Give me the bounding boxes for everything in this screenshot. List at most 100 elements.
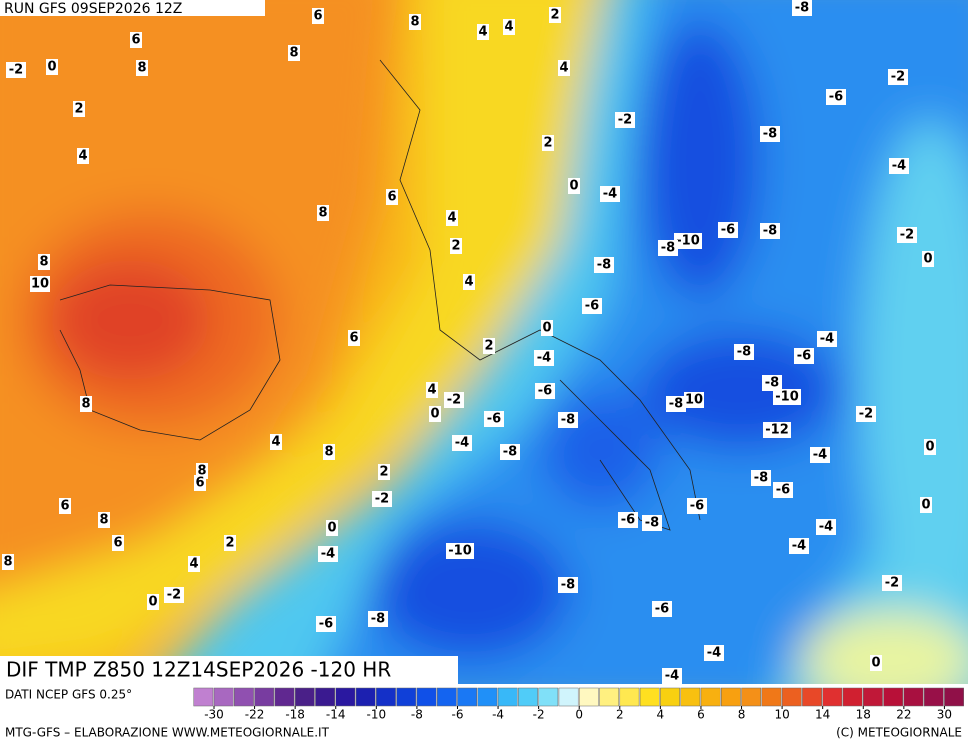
- label-bg: [2, 554, 14, 570]
- label-bg: [452, 435, 472, 451]
- contour-label: 4: [271, 435, 280, 450]
- label-bg: [59, 498, 71, 514]
- legend-swatch: [477, 687, 498, 707]
- label-bg: [856, 406, 876, 422]
- label-bg: [760, 223, 780, 239]
- contour-label: 0: [148, 595, 157, 610]
- contour-label: 0: [542, 321, 551, 336]
- contour-label: 2: [484, 339, 493, 354]
- label-bg: [503, 19, 515, 35]
- label-bg: [484, 411, 504, 427]
- legend-tick-label: -4: [492, 708, 504, 722]
- label-bg: [483, 338, 495, 354]
- legend-tick-label: 6: [697, 708, 705, 722]
- label-bg: [500, 444, 520, 460]
- contour-label: 0: [923, 252, 932, 267]
- copyright-label: (C) METEOGIORNALE: [836, 726, 962, 740]
- contour-label: 6: [113, 536, 122, 551]
- label-bg: [77, 148, 89, 164]
- legend-swatch: [944, 687, 964, 707]
- contour-label: -8: [561, 413, 575, 428]
- label-bg: [38, 254, 50, 270]
- label-bg: [541, 320, 553, 336]
- label-bg: [789, 538, 809, 554]
- contour-label: -6: [690, 499, 704, 514]
- legend-swatch: [761, 687, 782, 707]
- legend-swatch: [436, 687, 457, 707]
- label-bg: [718, 222, 738, 238]
- contour-label: 2: [379, 465, 388, 480]
- label-bg: [674, 233, 702, 249]
- title-box: [0, 656, 458, 684]
- legend-swatch: [355, 687, 376, 707]
- label-bg: [446, 543, 474, 559]
- label-bg: [600, 186, 620, 202]
- legend-swatch: [903, 687, 924, 707]
- label-bg: [888, 69, 908, 85]
- legend-tick-label: 30: [937, 708, 952, 722]
- label-bg: [662, 668, 682, 684]
- contour-label: -8: [795, 1, 809, 16]
- label-bg: [429, 406, 441, 422]
- contour-label: -8: [561, 578, 575, 593]
- label-bg: [652, 601, 672, 617]
- legend-swatch: [234, 687, 254, 707]
- contour-label: -6: [538, 384, 552, 399]
- legend-tick-label: -14: [326, 708, 346, 722]
- contour-label: -6: [776, 483, 790, 498]
- legend-swatch: [842, 687, 863, 707]
- contour-label: -12: [765, 423, 789, 438]
- label-bg: [582, 298, 602, 314]
- contour-label: 4: [559, 61, 568, 76]
- contour-label: -8: [597, 258, 611, 273]
- legend-swatch: [741, 687, 762, 707]
- contour-label: 8: [39, 255, 48, 270]
- contour-label: -10: [775, 390, 799, 405]
- contour-label: 6: [131, 33, 140, 48]
- contour-label: -6: [829, 90, 843, 105]
- contour-label: -2: [900, 228, 914, 243]
- contour-label: -4: [813, 448, 827, 463]
- contour-label: -8: [371, 612, 385, 627]
- contour-label: 10: [685, 393, 703, 408]
- label-bg: [870, 655, 882, 671]
- color-legend: -30 -22 -18 -14 -10 -8 -6 -4 -2 0 2 4 6 8 10 14 18 22 30: [193, 687, 964, 722]
- legend-swatch: [660, 687, 680, 707]
- contour-label: -6: [585, 299, 599, 314]
- label-bg: [316, 616, 336, 632]
- label-bg: [704, 645, 724, 661]
- contour-label: -6: [487, 412, 501, 427]
- label-bg: [666, 396, 686, 412]
- label-bg: [98, 512, 110, 528]
- label-bg: [924, 439, 936, 455]
- contour-label: 6: [387, 190, 396, 205]
- contour-label: -8: [669, 397, 683, 412]
- legend-swatch: [720, 687, 741, 707]
- contour-label: 0: [925, 440, 934, 455]
- legend-swatch: [822, 687, 843, 707]
- label-bg: [30, 276, 50, 292]
- contour-label: 10: [31, 277, 49, 292]
- label-bg: [188, 556, 200, 572]
- contour-label: 4: [504, 20, 513, 35]
- temperature-field: [0, 0, 968, 684]
- label-bg: [794, 348, 814, 364]
- contour-label: -2: [885, 576, 899, 591]
- contour-label: -8: [754, 471, 768, 486]
- contour-label: -4: [820, 332, 834, 347]
- legend-tick-label: 8: [738, 708, 746, 722]
- label-bg: [535, 383, 555, 399]
- contour-label: -6: [621, 513, 635, 528]
- contour-label: -8: [765, 376, 779, 391]
- contour-label: 0: [921, 498, 930, 513]
- contour-label: 0: [871, 656, 880, 671]
- label-bg: [816, 519, 836, 535]
- contour-label: -8: [661, 241, 675, 256]
- legend-swatch: [619, 687, 640, 707]
- legend-swatch: [497, 687, 518, 707]
- contour-label: -4: [792, 539, 806, 554]
- label-bg: [224, 535, 236, 551]
- label-bg: [594, 257, 614, 273]
- contour-label: -8: [503, 445, 517, 460]
